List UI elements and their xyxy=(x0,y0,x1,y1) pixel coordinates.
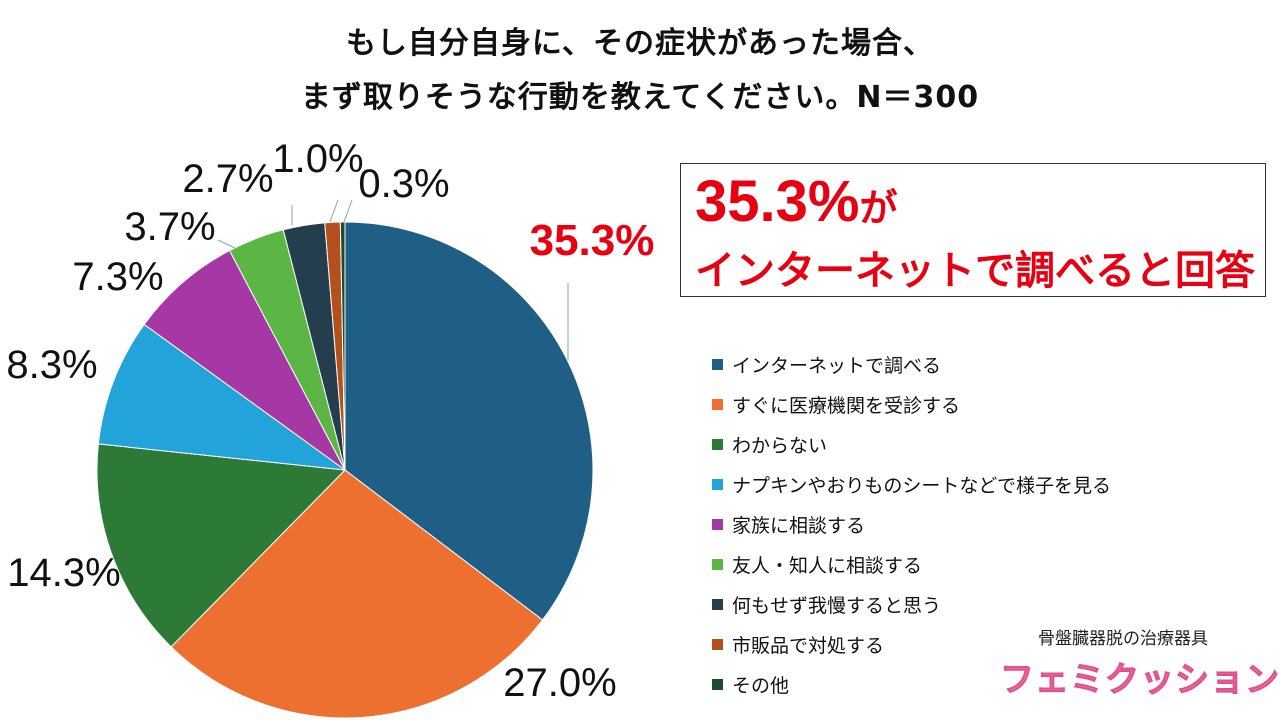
legend-item-6: 友人・知人に相談する xyxy=(712,544,1111,584)
legend-label-3: わからない xyxy=(732,434,828,457)
legend-swatch-4 xyxy=(712,478,723,490)
legend-swatch-9 xyxy=(712,678,723,690)
legend-label-5: 家族に相談する xyxy=(732,514,866,537)
legend-swatch-3 xyxy=(712,438,723,450)
legend-label-1: インターネットで調べる xyxy=(732,354,942,377)
legend-item-4: ナプキンやおりものシートなどで様子を見る xyxy=(712,464,1111,504)
legend-swatch-5 xyxy=(712,518,723,530)
legend-label-6: 友人・知人に相談する xyxy=(732,554,923,577)
data-label-7: 2.7% xyxy=(182,157,273,201)
legend-label-7: 何もせず我慢すると思う xyxy=(732,594,942,617)
pie-slice-1 xyxy=(344,221,594,621)
legend-label-2: すぐに医療機関を受診する xyxy=(732,394,961,417)
leader-line-9 xyxy=(343,199,353,223)
highlight-callout-box: 35.3%が インターネットで調べると回答 xyxy=(680,163,1266,297)
legend-item-3: わからない xyxy=(712,424,1111,464)
legend-item-1: インターネットで調べる xyxy=(712,344,1111,384)
pie-slice-9 xyxy=(339,221,346,471)
data-label-3: 14.3% xyxy=(7,551,120,595)
chart-legend: インターネットで調べる すぐに医療機関を受診する わからないナプキンやおりものシート… xyxy=(712,344,1111,704)
pie-chart: 35.3% 27.0% 14.3% 8.3% 7.3% 3.7%2.7%1.0%0.3% xyxy=(6,137,655,719)
legend-item-8: 市販品で対処する xyxy=(712,624,1111,664)
chart-title-line-1: もし自分自身に、その症状があった場合、 xyxy=(345,26,935,61)
pie-slice-3 xyxy=(96,443,347,648)
pie-slice-2 xyxy=(170,469,544,719)
legend-swatch-8 xyxy=(712,638,723,650)
data-label-6: 3.7% xyxy=(124,205,215,249)
data-label-9: 0.3% xyxy=(358,162,449,206)
brand-logo: フェミクッション® xyxy=(1000,652,1280,701)
data-label-1: 35.3% xyxy=(530,216,655,265)
callout-value: 35.3% xyxy=(695,169,860,234)
chart-title-line-2: まず取りそうな行動を教えてください。N＝300 xyxy=(300,80,980,115)
leader-line-8 xyxy=(329,199,339,223)
brand-logo-text: フェミクッション xyxy=(1000,660,1280,701)
legend-label-9: その他 xyxy=(732,674,790,697)
legend-label-8: 市販品で対処する xyxy=(732,634,885,657)
data-label-8: 1.0% xyxy=(272,137,363,181)
brand-subtitle: 骨盤臓器脱の治療器具 xyxy=(1038,629,1208,649)
data-label-5: 7.3% xyxy=(72,255,163,299)
legend-item-2: すぐに医療機関を受診する xyxy=(712,384,1111,424)
callout-text: インターネットで調べると回答 xyxy=(695,248,1255,294)
legend-item-5: 家族に相談する xyxy=(712,504,1111,544)
leader-line-6 xyxy=(217,239,236,249)
pie-slice-4 xyxy=(97,323,347,471)
callout-suffix: が xyxy=(859,188,898,230)
legend-label-4: ナプキンやおりものシートなどで様子を見る xyxy=(732,474,1112,497)
pie-slice-5 xyxy=(143,249,346,471)
callout-headline: 35.3%が xyxy=(695,168,897,235)
legend-item-9: その他 xyxy=(712,664,1111,704)
legend-swatch-7 xyxy=(712,598,723,610)
data-label-2: 27.0% xyxy=(503,661,616,705)
legend-swatch-6 xyxy=(712,558,723,570)
legend-item-7: 何もせず我慢すると思う xyxy=(712,584,1111,624)
data-label-4: 8.3% xyxy=(6,343,97,387)
legend-swatch-2 xyxy=(712,398,723,410)
legend-swatch-1 xyxy=(712,358,723,370)
